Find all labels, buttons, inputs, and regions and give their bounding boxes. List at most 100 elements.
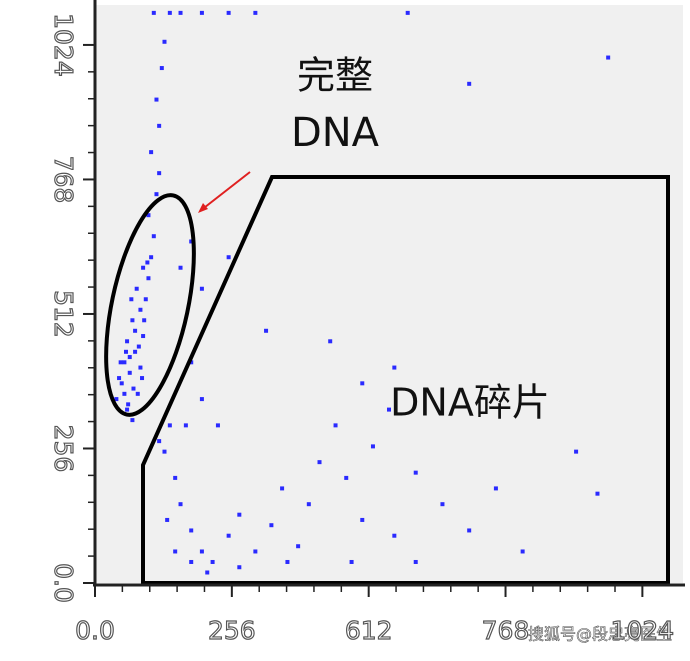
y-tick-label: 768	[49, 156, 78, 204]
arrow-head	[198, 203, 208, 213]
fragment-gate	[141, 175, 670, 585]
point	[296, 544, 301, 549]
point	[392, 533, 397, 538]
watermark: 搜狐号@段忠亮医生	[528, 625, 672, 644]
point	[141, 265, 146, 270]
point	[199, 286, 204, 291]
point	[253, 549, 258, 554]
point	[199, 397, 204, 402]
point	[122, 391, 127, 396]
point	[157, 123, 162, 128]
point	[140, 376, 145, 381]
point	[165, 517, 170, 522]
point	[328, 339, 333, 344]
point	[574, 449, 579, 454]
y-tick-label: 256	[49, 425, 78, 473]
point	[159, 66, 164, 71]
point	[162, 39, 167, 44]
point	[141, 334, 146, 339]
y-tick-label: 512	[49, 290, 78, 338]
point	[131, 386, 136, 391]
y-tick-label: 1024	[49, 13, 78, 77]
point	[143, 297, 148, 302]
plot-area	[95, 5, 683, 583]
point	[173, 475, 178, 480]
point	[306, 502, 311, 507]
point	[146, 276, 151, 281]
point	[133, 349, 138, 354]
point	[205, 570, 210, 575]
point	[387, 407, 391, 412]
point	[285, 559, 290, 564]
point	[129, 297, 134, 302]
point	[178, 10, 183, 15]
point	[189, 559, 194, 564]
point	[154, 192, 159, 197]
point	[125, 407, 130, 412]
point	[606, 55, 611, 60]
point	[360, 381, 365, 386]
point	[149, 150, 154, 155]
point	[189, 239, 194, 244]
intact-gate	[104, 193, 196, 417]
point	[405, 10, 410, 15]
annotation: DNA碎片	[390, 381, 550, 425]
point	[142, 318, 147, 323]
point	[183, 423, 188, 428]
point	[333, 423, 338, 428]
point	[493, 486, 498, 491]
x-tick-label: 1024	[611, 616, 675, 645]
point	[151, 10, 156, 15]
point	[122, 360, 127, 365]
point	[413, 559, 418, 564]
point	[127, 355, 132, 360]
point	[173, 549, 178, 554]
point	[157, 171, 162, 176]
point	[467, 528, 472, 533]
x-tick-label: 0.0	[75, 616, 115, 645]
point	[226, 10, 231, 15]
point	[467, 81, 472, 86]
point	[520, 549, 525, 554]
point	[151, 234, 156, 239]
point	[118, 360, 123, 365]
y-tick-label: 0.0	[49, 563, 78, 603]
point	[126, 402, 131, 407]
point	[178, 502, 183, 507]
point	[226, 255, 231, 260]
point	[264, 328, 269, 333]
point	[215, 423, 220, 428]
point	[189, 528, 194, 533]
point	[237, 512, 242, 517]
point	[199, 549, 204, 554]
annotation: DNA	[291, 110, 380, 156]
point	[317, 460, 322, 465]
point	[114, 397, 119, 402]
point	[138, 307, 143, 312]
point	[162, 449, 167, 454]
point	[130, 418, 135, 423]
annotation: 完整	[297, 54, 373, 98]
point	[119, 381, 124, 386]
point	[167, 423, 172, 428]
arrow	[199, 171, 251, 212]
point	[413, 470, 418, 475]
point	[124, 349, 129, 354]
point	[157, 439, 162, 444]
point	[133, 328, 138, 333]
point	[440, 502, 445, 507]
point	[344, 475, 349, 480]
point	[237, 565, 242, 570]
point	[146, 213, 151, 218]
point	[136, 344, 141, 349]
point	[154, 97, 159, 102]
point	[360, 517, 365, 522]
point	[167, 10, 172, 15]
point	[178, 265, 183, 270]
point	[392, 365, 397, 370]
point	[595, 491, 600, 496]
points	[114, 10, 611, 575]
point	[134, 286, 139, 291]
point	[135, 391, 140, 396]
